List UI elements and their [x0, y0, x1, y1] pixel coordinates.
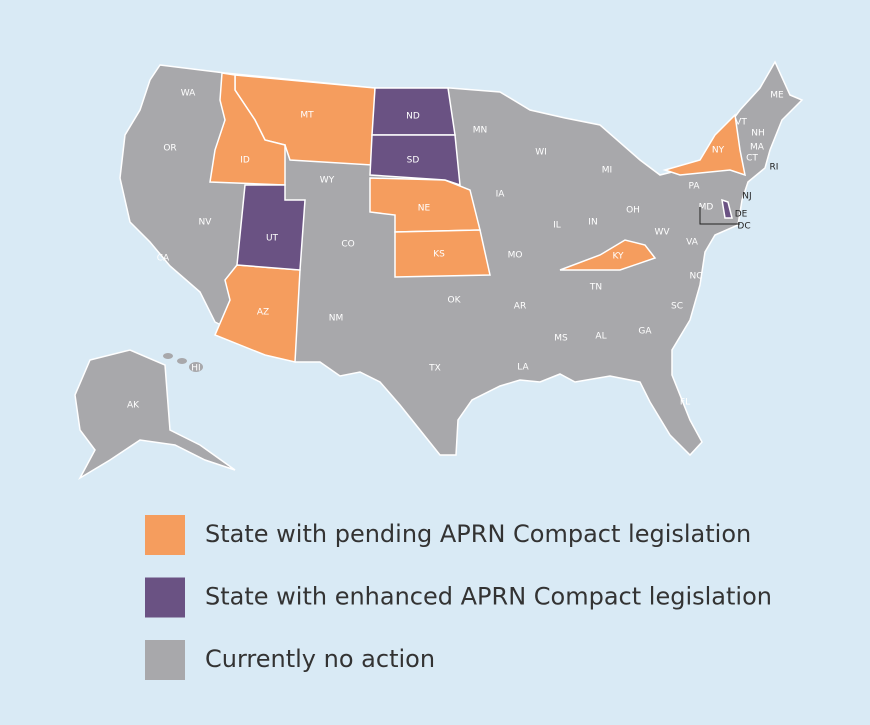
state-label: NE [418, 204, 431, 214]
state-label: HI [191, 364, 200, 374]
legend-swatch [145, 640, 185, 680]
state-label: KY [612, 252, 624, 262]
legend-label: State with pending APRN Compact legislat… [205, 520, 751, 548]
state-label: CA [157, 254, 170, 264]
state-label: DC [737, 222, 750, 232]
state-label: ND [406, 112, 420, 122]
state-label: MS [554, 334, 568, 344]
state-label: FL [680, 398, 690, 408]
legend-label: State with enhanced APRN Compact legisla… [205, 583, 772, 611]
state-shape [214, 264, 301, 363]
state-label: MT [300, 111, 314, 121]
state-label: OR [163, 144, 176, 154]
state-label: VT [735, 118, 747, 128]
state-labels: MT ID NE KS AZ NY KY ND SD UT DE WA OR CA NV WY CO NM TX OK… [127, 89, 784, 411]
state-label: NV [199, 218, 213, 228]
state-label: GA [638, 327, 652, 337]
state-label: SD [407, 156, 420, 166]
state-label: CT [746, 154, 758, 164]
state-label: ID [240, 156, 250, 166]
state-label: DE [735, 210, 748, 220]
state-label: CO [341, 240, 354, 250]
state-label: WY [320, 176, 335, 186]
state-label: VA [686, 238, 699, 248]
legend-swatch [145, 577, 185, 618]
state-label: ME [770, 91, 784, 101]
state-label: IN [588, 218, 597, 228]
state-label: MA [750, 143, 765, 153]
state-label: AZ [257, 308, 269, 318]
legend: State with pending APRN Compact legislat… [145, 515, 772, 680]
state-label: WV [654, 228, 670, 238]
state-shape [236, 184, 306, 271]
state-label: SC [671, 302, 683, 312]
state-label: PA [688, 182, 700, 192]
colored-states [209, 72, 746, 363]
state-label: IL [553, 221, 561, 231]
state-label: TN [589, 283, 602, 293]
leader-lines [699, 207, 740, 225]
state-label: NJ [742, 192, 751, 202]
state-label: IA [496, 190, 506, 200]
state-shape [662, 113, 746, 177]
state-label: WI [535, 148, 547, 158]
state-label: OH [626, 206, 640, 216]
state-label: OK [448, 296, 462, 306]
state-shape [721, 198, 733, 219]
state-label: MO [508, 251, 523, 261]
state-label: UT [266, 234, 279, 244]
hawaii [163, 353, 203, 372]
state-label: NC [689, 272, 702, 282]
state-shape [369, 134, 461, 187]
state-label: AR [514, 302, 526, 312]
legend-swatch [145, 515, 185, 555]
legend-label: Currently no action [205, 645, 435, 673]
state-label: MI [602, 166, 612, 176]
state-label: WA [181, 89, 196, 99]
state-label: TX [428, 364, 441, 374]
state-label: AL [595, 332, 606, 342]
state-label: LA [517, 363, 529, 373]
state-shape [209, 72, 286, 186]
state-label: NM [329, 314, 344, 324]
state-shape [559, 239, 657, 271]
state-label: NY [712, 146, 725, 156]
state-label: AK [127, 401, 140, 411]
state-label: MN [473, 126, 488, 136]
state-label: NH [751, 129, 765, 139]
alaska [74, 349, 236, 481]
state-shape [394, 229, 491, 278]
state-label: KS [433, 250, 445, 260]
state-label: RI [770, 163, 779, 173]
state-label: MD [699, 203, 714, 213]
